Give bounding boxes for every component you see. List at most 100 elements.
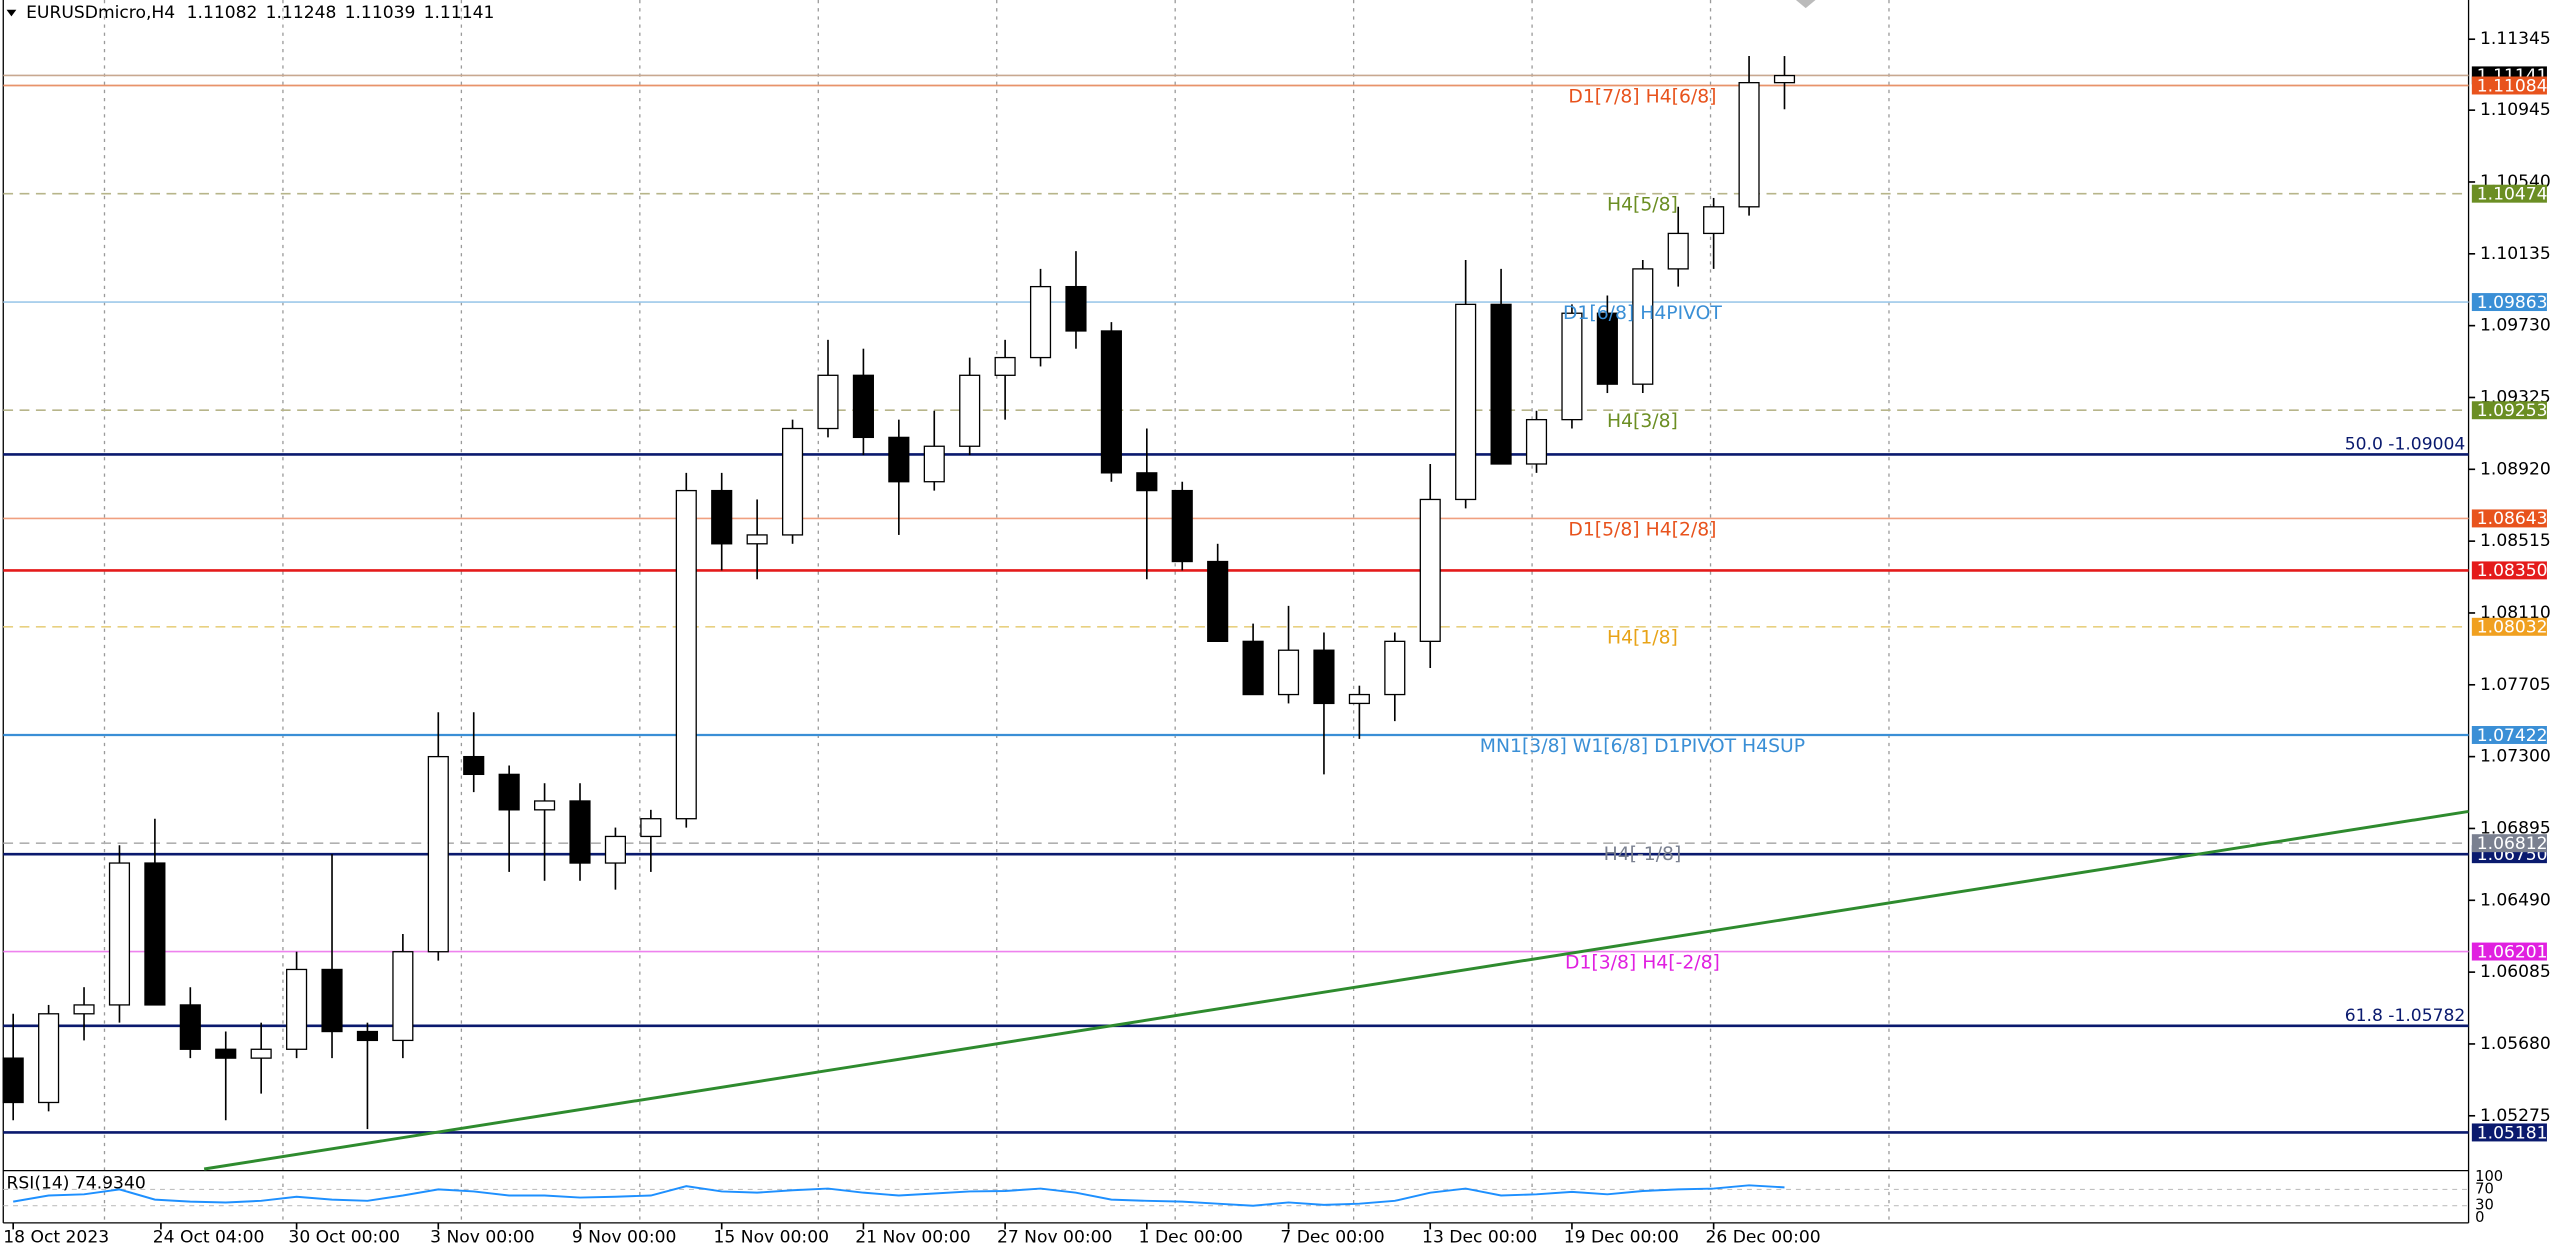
candle-body [675,489,697,820]
candle-body [1632,268,1654,385]
level-label: MN1[3/8] W1[6/8] D1PIVOT H4SUP [1480,736,1805,757]
price-box [2471,942,2547,961]
y-tick-label: 1.09730 [2480,316,2551,336]
candle-body [994,356,1016,376]
candle-body [1348,693,1370,705]
candle-body [604,835,627,864]
trendline [203,809,2469,1171]
x-tick-label: 30 Oct 00:00 [288,1228,400,1248]
x-tick-label: 18 Oct 2023 [3,1228,109,1248]
x-tick-label: 27 Nov 00:00 [997,1228,1112,1248]
candle-body [392,951,414,1042]
y-tick-label: 1.10945 [2480,100,2551,120]
fib-label: 50.0 -1.09004 [2345,435,2466,455]
price-box-label: 1.09863 [2477,293,2548,313]
rsi-tick-label: 100 [2475,1168,2503,1185]
header-open: 1.11082 [187,3,258,23]
candle-body [1277,649,1300,696]
candle-body [321,968,343,1033]
rsi-tick-label: 30 [2475,1197,2494,1214]
candle-body [1738,82,1760,208]
price-box [2471,561,2547,580]
price-box-label: 1.08032 [2477,618,2548,638]
level-label: D1[7/8] H4[6/8] [1568,86,1716,107]
level-label: H4[3/8] [1607,411,1678,432]
candle-body [108,862,131,1006]
candle-body [1313,649,1335,705]
x-tick-label: 1 Dec 00:00 [1139,1228,1243,1248]
candle-body [2,1057,24,1104]
y-tick-label: 1.08920 [2480,459,2551,479]
fib-label: 61.8 -1.05782 [2345,1006,2466,1026]
chart-title: EURUSDmicro,H4 [26,3,175,23]
header-low: 1.11039 [345,3,416,23]
candle-body [1596,312,1618,385]
price-box [2471,509,2547,528]
level-label: H4[-1/8] [1604,844,1682,865]
x-tick-label: 15 Nov 00:00 [714,1228,829,1248]
candle-body [711,489,733,545]
price-box-label: 1.06812 [2477,834,2548,854]
candle-body [73,1004,95,1015]
level-label: D1[6/8] H4PIVOT [1563,303,1722,324]
price-box [2471,617,2547,636]
x-tick-label: 24 Oct 04:00 [153,1228,265,1248]
price-box-label: 1.10474 [2477,185,2548,205]
price-box-label: 1.08643 [2477,509,2548,529]
candle-body [179,1004,201,1050]
price-box [2471,293,2547,312]
header-high: 1.11248 [266,3,337,23]
candle-body [781,427,804,536]
y-tick-label: 1.05275 [2480,1106,2551,1126]
candle-body [1561,312,1583,421]
candle-body [427,755,449,953]
candle-body [1455,303,1477,501]
rsi-tick-label: 0 [2475,1209,2484,1226]
rsi-label: RSI(14) 74.9340 [7,1174,146,1194]
y-tick-label: 1.07705 [2480,675,2551,695]
candle-body [498,773,520,811]
candle-body [1384,640,1406,696]
level-label: H4[5/8] [1607,195,1678,216]
candle-body [1207,560,1229,642]
candle-body [1773,74,1796,84]
y-tick-label: 1.06490 [2480,890,2551,910]
candle-body [569,800,591,864]
candle-body [746,534,768,545]
candle-body [640,818,662,838]
candle-body [923,445,945,483]
candle-body [1136,472,1158,492]
x-tick-label: 26 Dec 00:00 [1705,1228,1820,1248]
x-tick-label: 3 Nov 00:00 [430,1228,535,1248]
candle-body [534,800,556,811]
candle-body [463,755,485,776]
price-box-label: 1.09253 [2477,401,2548,421]
candle-body [1100,330,1122,474]
candle-body [1703,206,1725,235]
candle-body [1419,498,1441,642]
x-tick-label: 7 Dec 00:00 [1280,1228,1384,1248]
x-tick-label: 9 Nov 00:00 [572,1228,677,1248]
price-box [2471,184,2547,203]
header-close: 1.11141 [424,3,495,23]
x-tick-label: 19 Dec 00:00 [1564,1228,1679,1248]
candle-body [38,1013,60,1104]
y-tick-label: 1.07300 [2480,747,2551,767]
x-tick-label: 13 Dec 00:00 [1422,1228,1537,1248]
rsi-tick-label: 70 [2475,1180,2494,1197]
candle-body [817,374,839,430]
price-box [2471,1123,2547,1142]
price-box-label: 1.05181 [2477,1123,2548,1143]
candle-body [888,436,910,483]
x-tick-label: 21 Nov 00:00 [855,1228,970,1248]
candle-body [1242,640,1264,696]
collapse-arrow [6,9,17,17]
candle-body [286,968,308,1050]
candle-body [144,862,166,1006]
candle-body [215,1048,237,1059]
y-tick-label: 1.05680 [2480,1034,2551,1054]
y-tick-label: 1.06085 [2480,962,2551,982]
candle-body [1490,303,1512,465]
